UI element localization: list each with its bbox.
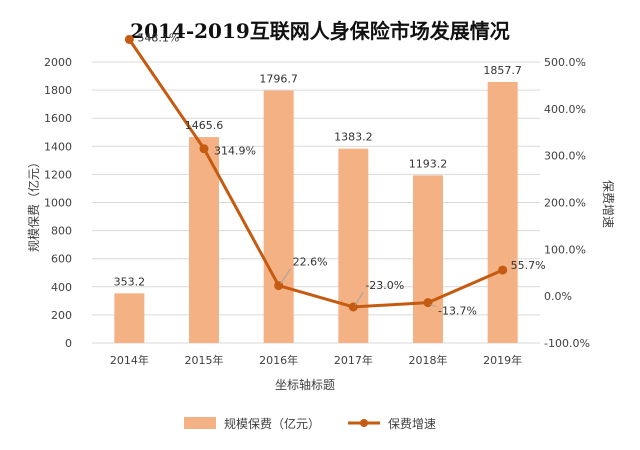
line-data-label: 548.1% <box>137 31 179 44</box>
y-tick-label: 600 <box>51 253 72 266</box>
bar <box>189 137 219 343</box>
x-tick-label: 2016年 <box>259 353 298 367</box>
legend: 规模保费（亿元） 保费增速 <box>184 416 436 431</box>
y2-axis-title: 保费增速 <box>601 180 615 228</box>
line-data-label: 55.7% <box>511 259 546 272</box>
y-tick-label: 2000 <box>44 56 72 69</box>
y-tick-label: 0 <box>65 337 72 350</box>
y2-tick-label: 300.0% <box>544 150 586 163</box>
y-tick-label: 1600 <box>44 112 72 125</box>
x-tick-label: 2017年 <box>334 353 373 367</box>
y2-tick-label: 500.0% <box>544 56 586 69</box>
leader-line <box>429 304 437 308</box>
gridlines <box>92 61 540 344</box>
x-tick-label: 2014年 <box>110 353 149 367</box>
axis-ticks: 0 200 400 600 800 1000 1200 1400 1600 1800 2000 -10… <box>44 56 590 367</box>
x-axis-title: 坐标轴标题 <box>275 377 335 392</box>
x-tick-label: 2018年 <box>409 353 448 367</box>
y2-tick-label: 200.0% <box>544 197 586 210</box>
line-data-label: 22.6% <box>293 256 328 269</box>
line-path <box>128 38 504 309</box>
y2-tick-label: -100.0% <box>544 337 590 350</box>
bar <box>263 90 294 343</box>
bar-data-label: 1857.7 <box>483 64 522 77</box>
y2-tick-label: 100.0% <box>544 243 586 256</box>
line-point <box>199 144 209 154</box>
leader-line <box>354 291 364 306</box>
y-tick-label: 1000 <box>44 197 72 210</box>
leader-line <box>280 268 292 284</box>
legend-swatch-bar <box>184 417 216 429</box>
y-tick-label: 1800 <box>44 84 72 97</box>
line-data-label: 314.9% <box>214 145 256 158</box>
x-tick-label: 2015年 <box>185 353 224 367</box>
line-point <box>124 34 134 44</box>
y2-tick-label: 400.0% <box>544 103 586 116</box>
bar-series <box>114 81 518 343</box>
bar-data-label: 1383.2 <box>334 131 373 144</box>
bar <box>413 175 443 343</box>
data-labels: 353.2 1465.6 1796.7 1383.2 1193.2 1857.7 548.1… <box>114 31 546 317</box>
line-data-label: -23.0% <box>365 279 404 292</box>
bar-data-label: 1796.7 <box>259 73 298 86</box>
bar-data-label: 353.2 <box>114 275 146 288</box>
line-point <box>498 265 508 275</box>
x-tick-label: 2019年 <box>483 353 522 367</box>
bar <box>114 293 145 343</box>
y-tick-label: 200 <box>51 309 72 322</box>
legend-label-line: 保费增速 <box>388 417 436 431</box>
y-tick-label: 800 <box>51 225 72 238</box>
line-data-label: -13.7% <box>438 305 477 318</box>
y-tick-label: 1400 <box>44 140 72 153</box>
legend-label-bar: 规模保费（亿元） <box>224 416 320 431</box>
bar-data-label: 1465.6 <box>185 119 224 132</box>
bar <box>487 81 518 343</box>
chart-title: 2014-2019互联网人身保险市场发展情况 <box>130 19 510 43</box>
y2-tick-label: 0.0% <box>544 290 572 303</box>
y-axis-title: 规模保费（亿元） <box>26 156 41 252</box>
line-point <box>423 298 433 308</box>
bar <box>338 148 369 343</box>
bar-data-label: 1193.2 <box>409 157 448 170</box>
y-tick-label: 1200 <box>44 168 72 181</box>
y-tick-label: 400 <box>51 281 72 294</box>
legend-swatch-marker <box>360 419 368 427</box>
